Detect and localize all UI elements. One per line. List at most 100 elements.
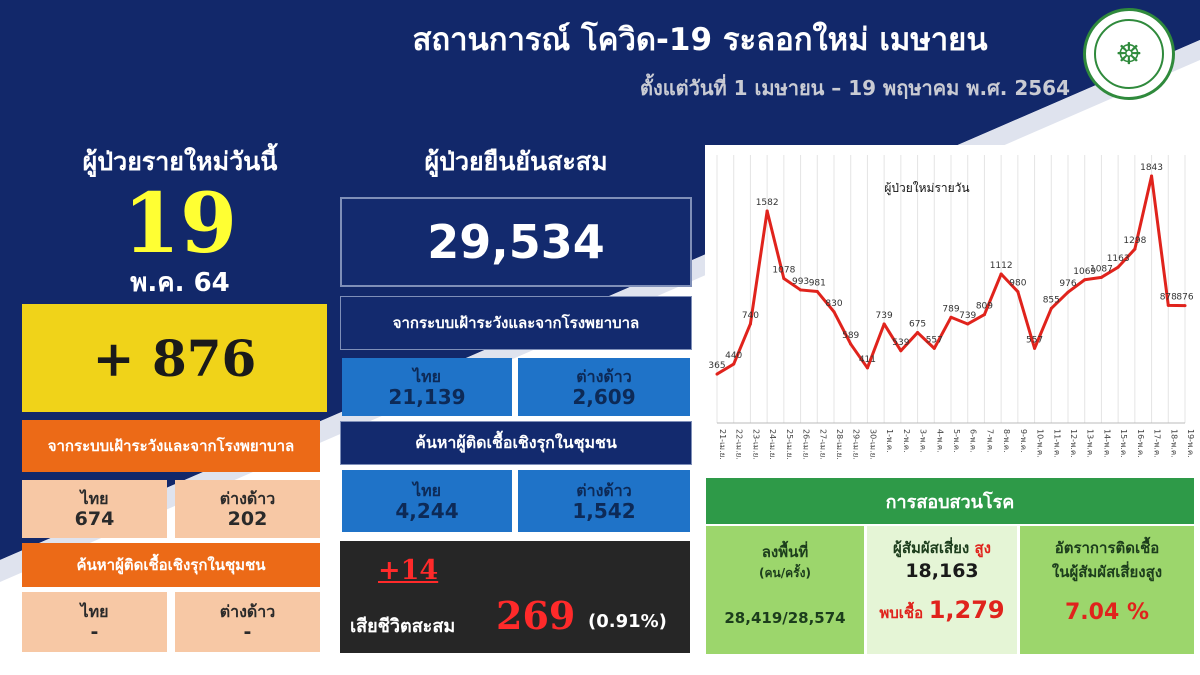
chart-title: ผู้ป่วยใหม่รายวัน: [884, 181, 969, 196]
today-day: 19: [122, 176, 238, 272]
chart-marks: 365 21-เม.ย. 440 22-เม.ย. 740 23-เม.ย. 1582 24-…: [708, 163, 1195, 460]
cumulative-community-foreign-label: ต่างด้าว: [576, 481, 632, 500]
investigation-contact-cell: ผู้สัมผัสเสี่ยง สูง 18,163 พบเชื้อ 1,279: [867, 526, 1017, 654]
x-tick-label: 28-เม.ย.: [835, 429, 844, 460]
data-point: [815, 290, 819, 294]
today-community-thai-value: -: [90, 621, 99, 643]
data-point: [932, 346, 936, 350]
cumulative-community-thai-label: ไทย: [413, 481, 441, 500]
cumulative-foreign-value: 2,609: [572, 385, 636, 409]
found-label: พบเชื้อ: [879, 604, 924, 622]
rate-label-1: อัตราการติดเชื้อ: [1054, 539, 1160, 557]
found-value: 1,279: [928, 596, 1005, 624]
data-label: 789: [942, 304, 959, 314]
cumulative-foreign-cell: ต่างด้าว 2,609: [518, 358, 690, 416]
rate-value: 7.04 %: [1065, 600, 1149, 625]
x-tick-label: 29-เม.ย.: [852, 429, 861, 460]
today-community-foreign-cell: ต่างด้าว -: [175, 592, 320, 652]
data-label: 1087: [1090, 264, 1113, 274]
x-tick-label: 18-พ.ค.: [1169, 429, 1178, 458]
x-tick-label: 27-เม.ย.: [818, 429, 827, 460]
contact-label: ผู้สัมผัสเสี่ยง: [893, 539, 970, 557]
cumulative-community-thai-value: 4,244: [395, 499, 459, 523]
cumulative-total: 29,534: [340, 197, 692, 287]
today-community-foreign-value: -: [243, 621, 252, 643]
x-tick-label: 6-พ.ค.: [969, 429, 978, 453]
data-label: 1069: [1073, 267, 1096, 277]
today-foreign-cell: ต่างด้าว 202: [175, 480, 320, 538]
x-tick-label: 4-พ.ค.: [935, 429, 944, 453]
investigation-rate-cell: อัตราการติดเชื้อ ในผู้สัมผัสเสี่ยงสูง 7.…: [1020, 526, 1194, 654]
data-point: [715, 372, 719, 376]
today-source-label: จากระบบเฝ้าระวังและจากโรงพยาบาล: [22, 420, 320, 472]
data-point: [799, 288, 803, 292]
data-point: [1116, 265, 1120, 269]
data-point: [949, 315, 953, 319]
data-point: [865, 366, 869, 370]
page-title: สถานการณ์ โควิด-19 ระลอกใหม่ เมษายน: [412, 22, 988, 58]
data-point: [899, 349, 903, 353]
cumulative-foreign-label: ต่างด้าว: [576, 367, 632, 386]
data-point: [1099, 275, 1103, 279]
contact-value: 18,163: [905, 560, 979, 582]
daily-cases-chart-area: 365 21-เม.ย. 440 22-เม.ย. 740 23-เม.ย. 1582 24-…: [705, 145, 1195, 475]
x-tick-label: 24-เม.ย.: [768, 429, 777, 460]
data-label: 739: [876, 311, 893, 321]
today-community-foreign-label: ต่างด้าว: [219, 602, 276, 621]
data-label: 1078: [772, 266, 795, 276]
data-label: 539: [892, 338, 909, 348]
x-tick-label: 9-พ.ค.: [1019, 429, 1028, 453]
data-label: 980: [1009, 279, 1026, 289]
x-tick-label: 15-พ.ค.: [1119, 429, 1128, 458]
data-label: 993: [792, 277, 809, 287]
x-tick-label: 1-พ.ค.: [885, 429, 894, 453]
x-tick-label: 16-พ.ค.: [1136, 429, 1145, 458]
data-point: [882, 322, 886, 326]
x-tick-label: 12-พ.ค.: [1069, 429, 1078, 458]
data-label: 1163: [1107, 254, 1130, 264]
cumulative-thai-value: 21,139: [388, 385, 466, 409]
today-label: ผู้ป่วยรายใหม่วันนี้: [82, 147, 278, 176]
investigation-field-cell: ลงพื้นที่ (คน/ครั้ง) 28,419/28,574: [706, 526, 864, 654]
data-point: [916, 331, 920, 335]
today-thai-label: ไทย: [80, 489, 109, 508]
data-label: 557: [1026, 335, 1043, 345]
data-label: 878: [1160, 292, 1177, 302]
cumulative-thai-label: ไทย: [413, 367, 441, 386]
data-point: [748, 322, 752, 326]
data-point: [1049, 306, 1053, 310]
cumulative-community-foreign-value: 1,542: [572, 499, 636, 523]
rate-label-2: ในผู้สัมผัสเสี่ยงสูง: [1051, 563, 1163, 581]
chart-background: [705, 145, 1195, 475]
deaths-total: 269: [496, 593, 576, 638]
data-label: 365: [708, 361, 725, 371]
deaths-percent: (0.91%): [588, 611, 667, 632]
data-point: [765, 209, 769, 213]
data-label: 557: [926, 335, 943, 345]
data-label: 830: [825, 299, 842, 309]
data-label: 855: [1043, 295, 1060, 305]
cumulative-source-label: จากระบบเฝ้าระวังและจากโรงพยาบาล: [340, 296, 692, 350]
data-point: [1066, 290, 1070, 294]
x-tick-label: 26-เม.ย.: [802, 429, 811, 460]
x-tick-label: 10-พ.ค.: [1036, 429, 1045, 458]
x-tick-label: 13-พ.ค.: [1086, 429, 1095, 458]
data-point: [832, 310, 836, 314]
today-foreign-value: 202: [227, 508, 268, 530]
cumulative-thai-cell: ไทย 21,139: [342, 358, 512, 416]
bma-seal-logo: ☸: [1083, 8, 1175, 100]
today-community-thai-cell: ไทย -: [22, 592, 167, 652]
data-label: 876: [1176, 293, 1193, 303]
x-tick-label: 7-พ.ค.: [985, 429, 994, 453]
x-tick-label: 14-พ.ค.: [1102, 429, 1111, 458]
deaths-new: +14: [378, 555, 439, 586]
today-month: พ.ค. 64: [130, 268, 230, 298]
data-label: 1112: [990, 261, 1013, 271]
x-tick-label: 30-เม.ย.: [868, 429, 877, 460]
field-unit: (คน/ครั้ง): [759, 566, 811, 580]
x-tick-label: 2-พ.ค.: [902, 429, 911, 453]
deaths-label: เสียชีวิตสะสม: [350, 616, 456, 637]
data-label: 675: [909, 320, 926, 330]
daily-cases-chart: 365 21-เม.ย. 440 22-เม.ย. 740 23-เม.ย. 1582 24-…: [705, 145, 1195, 475]
data-label: 1298: [1123, 236, 1146, 246]
